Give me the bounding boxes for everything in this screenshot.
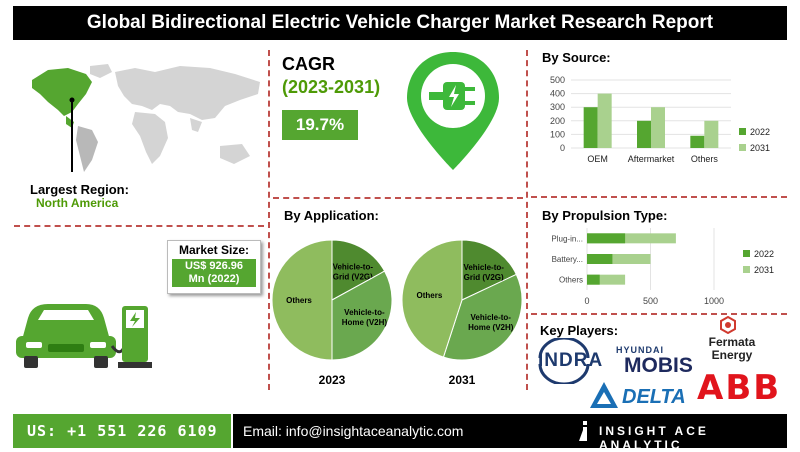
bar [587, 254, 651, 264]
y-tick-label: Battery... [552, 255, 583, 264]
propulsion-bar-chart: 0 500 1000 Plug-in... Battery... Others 2022 20… [551, 228, 774, 306]
divider-right [526, 50, 528, 390]
cagr-value: 19.7% [282, 110, 358, 140]
footer-bar: Email: info@insightaceanalytic.com INSIG… [233, 414, 787, 452]
legend-swatch [739, 144, 746, 151]
pie-year-label: 2031 [449, 373, 476, 387]
legend-label: 2022 [750, 127, 770, 137]
market-size-value: US$ 926.96 Mn (2022) [172, 259, 256, 287]
world-map [32, 64, 260, 172]
market-size-value-line1: US$ 926.96 [184, 260, 244, 272]
bar [704, 120, 719, 148]
legend-swatch [739, 128, 746, 135]
bar [637, 120, 651, 148]
y-tick-label: 500 [550, 75, 565, 85]
divider-propulsion [531, 313, 787, 315]
y-tick-label: 0 [560, 143, 565, 153]
pie-slice [331, 239, 386, 301]
legend-swatch [743, 250, 750, 257]
legend-label: 2031 [754, 265, 774, 275]
pie-slice [401, 239, 463, 358]
bar [587, 274, 626, 285]
market-size-box: Market Size: US$ 926.96 Mn (2022) [167, 240, 261, 294]
abb-logo: ABB [697, 368, 782, 408]
x-tick-label: 0 [584, 296, 589, 306]
largest-region-value: North America [36, 196, 119, 210]
pie-slice [461, 239, 517, 301]
bar [587, 233, 626, 244]
bar [690, 135, 705, 148]
ev-charging-pin-icon [407, 52, 499, 170]
footer-phone: US: +1 551 226 6109 [13, 414, 231, 448]
footer-brand: INSIGHT ACE ANALYTIC [599, 424, 709, 452]
bar [587, 233, 676, 244]
application-pie-charts: Vehicle-to-Grid (V2G)Vehicle-to-Home (V2… [271, 239, 523, 387]
bar [587, 254, 613, 264]
report-title: Global Bidirectional Electric Vehicle Ch… [13, 6, 787, 40]
pie-slice-label: Vehicle-to- [463, 263, 504, 272]
hyundai-logo-small: HYUNDAI [616, 345, 665, 355]
largest-region-label: Largest Region: [30, 182, 129, 197]
bar [583, 107, 598, 148]
insight-ace-logo-icon [579, 421, 587, 441]
pie-year-label: 2023 [319, 373, 346, 387]
fermata-logo: Fermata Energy [706, 336, 758, 362]
y-tick-label: 100 [550, 129, 565, 139]
pie-slice-label: Vehicle-to- [333, 263, 374, 272]
pie-slice [271, 239, 333, 361]
bar [587, 274, 600, 285]
pie-slice-label: Others [417, 291, 443, 300]
pie-slice-label: Grid (V2G) [333, 273, 373, 282]
divider-cagr [273, 197, 523, 199]
pie-slice-label: Vehicle-to- [344, 308, 385, 317]
pie-slice-label: Vehicle-to- [471, 313, 512, 322]
cagr-label: CAGR [282, 54, 335, 74]
y-tick-label: Others [559, 276, 583, 285]
indra-logo: INDRA [538, 350, 604, 371]
legend-swatch [743, 266, 750, 273]
legend-label: 2031 [750, 143, 770, 153]
cagr-period: (2023-2031) [282, 77, 381, 97]
pie-slice [331, 270, 393, 361]
delta-logo: DELTA [622, 386, 686, 408]
pie-slice-label: Home (V2H) [468, 323, 514, 332]
source-bar-chart: 0 100 200 300 400 500 OEM Aftermarket Others 2022… [550, 75, 770, 164]
market-size-value-line2: Mn (2022) [188, 273, 240, 285]
fermata-logo-icon [720, 316, 736, 334]
application-chart-title: By Application: [284, 208, 379, 223]
propulsion-chart-title: By Propulsion Type: [542, 208, 668, 223]
pie-slice-label: Others [286, 296, 312, 305]
key-players-label: Key Players: [540, 323, 619, 338]
bar [651, 107, 665, 148]
y-tick-label: 400 [550, 89, 565, 99]
legend-label: 2022 [754, 249, 774, 259]
y-tick-label: 300 [550, 102, 565, 112]
x-tick-label: 500 [643, 296, 658, 306]
ev-car-illustration [16, 304, 152, 368]
source-chart-title: By Source: [542, 50, 611, 65]
divider-region [14, 225, 264, 227]
market-size-label: Market Size: [178, 243, 250, 257]
footer-email: Email: info@insightaceanalytic.com [243, 423, 464, 439]
x-tick-label: Others [691, 154, 719, 164]
y-tick-label: Plug-in... [551, 234, 583, 243]
indra-logo-icon [538, 338, 590, 384]
divider-source [531, 196, 787, 198]
x-tick-label: Aftermarket [628, 154, 675, 164]
pie-slice [442, 273, 523, 361]
y-tick-label: 200 [550, 116, 565, 126]
fermata-line1: Fermata [708, 335, 756, 349]
x-tick-label: OEM [587, 154, 608, 164]
fermata-line2: Energy [711, 348, 753, 362]
x-tick-label: 1000 [704, 296, 724, 306]
pie-slice-label: Home (V2H) [342, 318, 388, 327]
bar [597, 93, 612, 148]
mobis-logo: MOBIS [624, 354, 693, 377]
pie-slice-label: Grid (V2G) [464, 273, 504, 282]
divider-left [268, 50, 270, 390]
delta-logo-icon [590, 382, 618, 408]
